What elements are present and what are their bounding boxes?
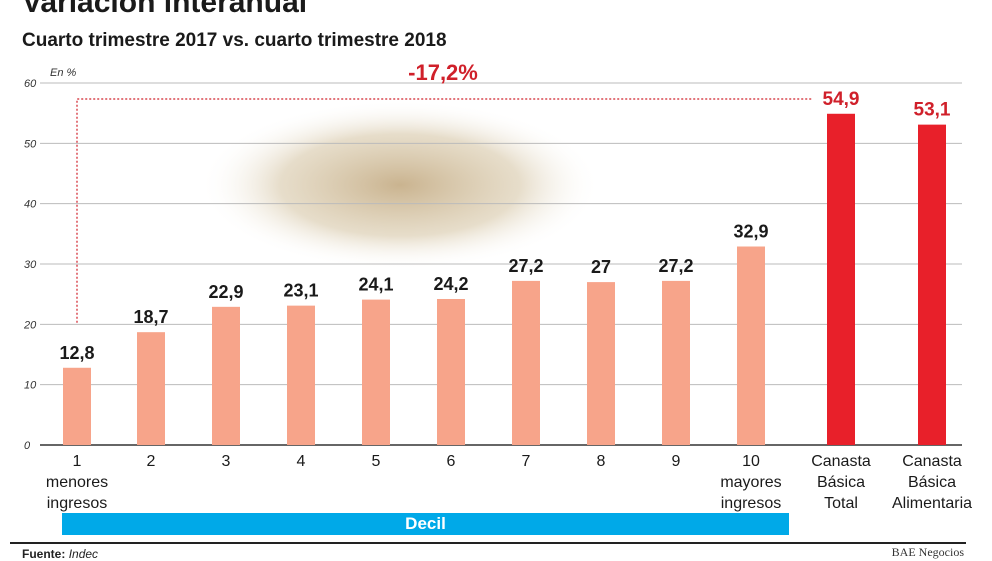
x-tick-label: ingresos (47, 495, 107, 512)
unit-label: En % (50, 67, 77, 79)
bar (437, 298, 465, 445)
bar (63, 367, 91, 445)
data-label: 27,2 (658, 256, 693, 276)
data-label: 27 (591, 257, 611, 277)
x-tick-label: ingresos (721, 495, 781, 512)
source-label: Fuente: (22, 547, 66, 561)
data-label: 23,1 (283, 281, 318, 301)
x-tick-label: 10 (742, 453, 760, 470)
y-tick-label: 60 (24, 78, 37, 90)
source-value: Indec (68, 547, 99, 561)
x-tick-label: 5 (372, 453, 381, 470)
publisher-credit: BAE Negocios (891, 545, 964, 559)
data-label: 24,2 (433, 274, 468, 294)
bar (512, 280, 540, 445)
data-label: 12,8 (59, 343, 94, 363)
x-tick-label: 3 (222, 453, 231, 470)
x-tick-label: Canasta (811, 453, 871, 470)
x-tick-label: menores (46, 474, 108, 491)
data-label: 32,9 (733, 222, 768, 242)
y-tick-label: 40 (24, 199, 37, 211)
supermarket-photo (200, 100, 600, 270)
bar (362, 299, 390, 445)
x-tick-label: 4 (297, 453, 306, 470)
chart-subtitle: Cuarto trimestre 2017 vs. cuarto trimest… (22, 30, 447, 51)
x-tick-label: 1 (73, 453, 82, 470)
bar (918, 124, 946, 445)
x-tick-label: 7 (522, 453, 531, 470)
chart-title: Variación interanual (22, 0, 308, 19)
x-tick-label: Alimentaria (892, 495, 972, 512)
x-tick-label: Canasta (902, 453, 962, 470)
data-label: 22,9 (208, 282, 243, 302)
x-tick-label: 8 (597, 453, 606, 470)
bar (662, 280, 690, 445)
x-tick-label: Total (824, 495, 858, 512)
bar (137, 332, 165, 445)
data-label: 24,1 (358, 275, 393, 295)
bar (737, 246, 765, 445)
x-tick-label: Básica (817, 474, 865, 491)
source-note: Fuente: Indec (22, 547, 98, 561)
decil-group-label: Decil (62, 513, 789, 535)
bar (587, 282, 615, 445)
x-tick-label: Básica (908, 474, 956, 491)
y-tick-label: 10 (24, 380, 37, 392)
x-tick-label: mayores (720, 474, 781, 491)
difference-bracket (76, 98, 812, 323)
data-label: 18,7 (133, 307, 168, 327)
data-label: 27,2 (508, 256, 543, 276)
x-tick-label: 9 (672, 453, 681, 470)
bar (287, 305, 315, 445)
data-label: 54,9 (823, 89, 860, 110)
bar (827, 113, 855, 446)
y-tick-label: 50 (24, 138, 37, 150)
difference-annotation: -17,2% (408, 60, 478, 85)
x-tick-label: 6 (447, 453, 456, 470)
data-label: 53,1 (914, 100, 951, 121)
y-tick-label: 0 (24, 440, 31, 452)
bar (212, 306, 240, 445)
footer-divider (10, 542, 966, 544)
y-tick-label: 20 (23, 319, 37, 331)
y-tick-label: 30 (24, 259, 37, 271)
x-tick-label: 2 (147, 453, 156, 470)
